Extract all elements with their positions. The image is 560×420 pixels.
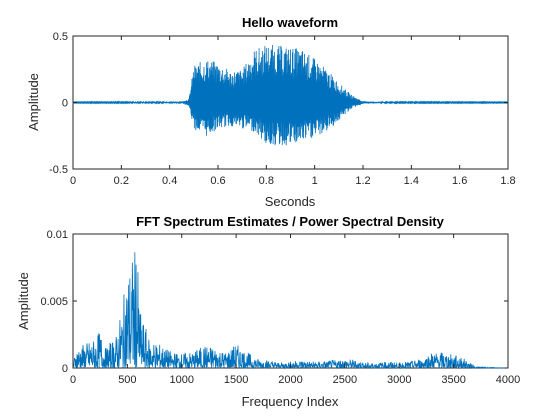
spectrum-xtick-label: 2000 [278, 374, 302, 386]
spectrum-xtick-label: 2500 [333, 374, 357, 386]
waveform-xtick-label: 0.6 [210, 175, 225, 187]
waveform-ytick-label: 0 [62, 98, 68, 110]
waveform-ytick-label: 0.5 [53, 31, 68, 43]
spectrum-axes: FFT Spectrum Estimates / Power Spectral … [16, 214, 520, 409]
spectrum-xtick-label: 1000 [170, 374, 194, 386]
spectrum-line [72, 252, 508, 370]
spectrum-ytick-label: 0 [62, 363, 68, 375]
waveform-trace-group [72, 45, 509, 146]
waveform-ytick-label: -0.5 [49, 164, 68, 176]
waveform-xtick-label: 1.8 [500, 175, 515, 187]
waveform-xtick-label: 1.6 [452, 175, 467, 187]
spectrum-xtick-label: 500 [118, 374, 136, 386]
spectrum-xlabel: Frequency Index [242, 394, 339, 409]
spectrum-title: FFT Spectrum Estimates / Power Spectral … [136, 214, 445, 229]
waveform-xtick-label: 0.4 [162, 175, 177, 187]
waveform-xtick-label: 0.2 [114, 175, 129, 187]
waveform-line [72, 45, 509, 146]
waveform-xtick-label: 0.8 [259, 175, 274, 187]
waveform-xtick-label: 1.4 [404, 175, 419, 187]
waveform-xtick-label: 1.2 [355, 175, 370, 187]
waveform-xtick-label: 1 [312, 175, 318, 187]
spectrum-ytick-label: 0.005 [40, 296, 68, 308]
spectrum-xtick-label: 3500 [441, 374, 465, 386]
spectrum-ylabel: Amplitude [16, 272, 31, 330]
spectrum-ytick-label: 0.01 [47, 229, 68, 241]
waveform-title: Hello waveform [242, 15, 338, 30]
spectrum-xtick-label: 1500 [224, 374, 248, 386]
spectrum-trace-group [72, 252, 508, 370]
waveform-xlabel: Seconds [265, 194, 316, 209]
spectrum-xtick-label: 0 [70, 374, 76, 386]
spectrum-xtick-label: 3000 [387, 374, 411, 386]
waveform-ticks: 0 0.2 0.4 0.6 0.8 1 1.2 1.4 1.6 1.8-0.500.5 [49, 31, 516, 187]
spectrum-ticks: 0 500 1000 1500 2000 2500 3000 3500 4000 0 0.005 0.… [40, 229, 520, 386]
waveform-ylabel: Amplitude [26, 73, 41, 131]
waveform-axes: Hello waveform 0 0.2 0.4 0.6 0.8 1 1.2 1.4 1.6 1.… [26, 15, 516, 209]
waveform-xtick-label: 0 [70, 175, 76, 187]
spectrum-xtick-label: 4000 [496, 374, 520, 386]
